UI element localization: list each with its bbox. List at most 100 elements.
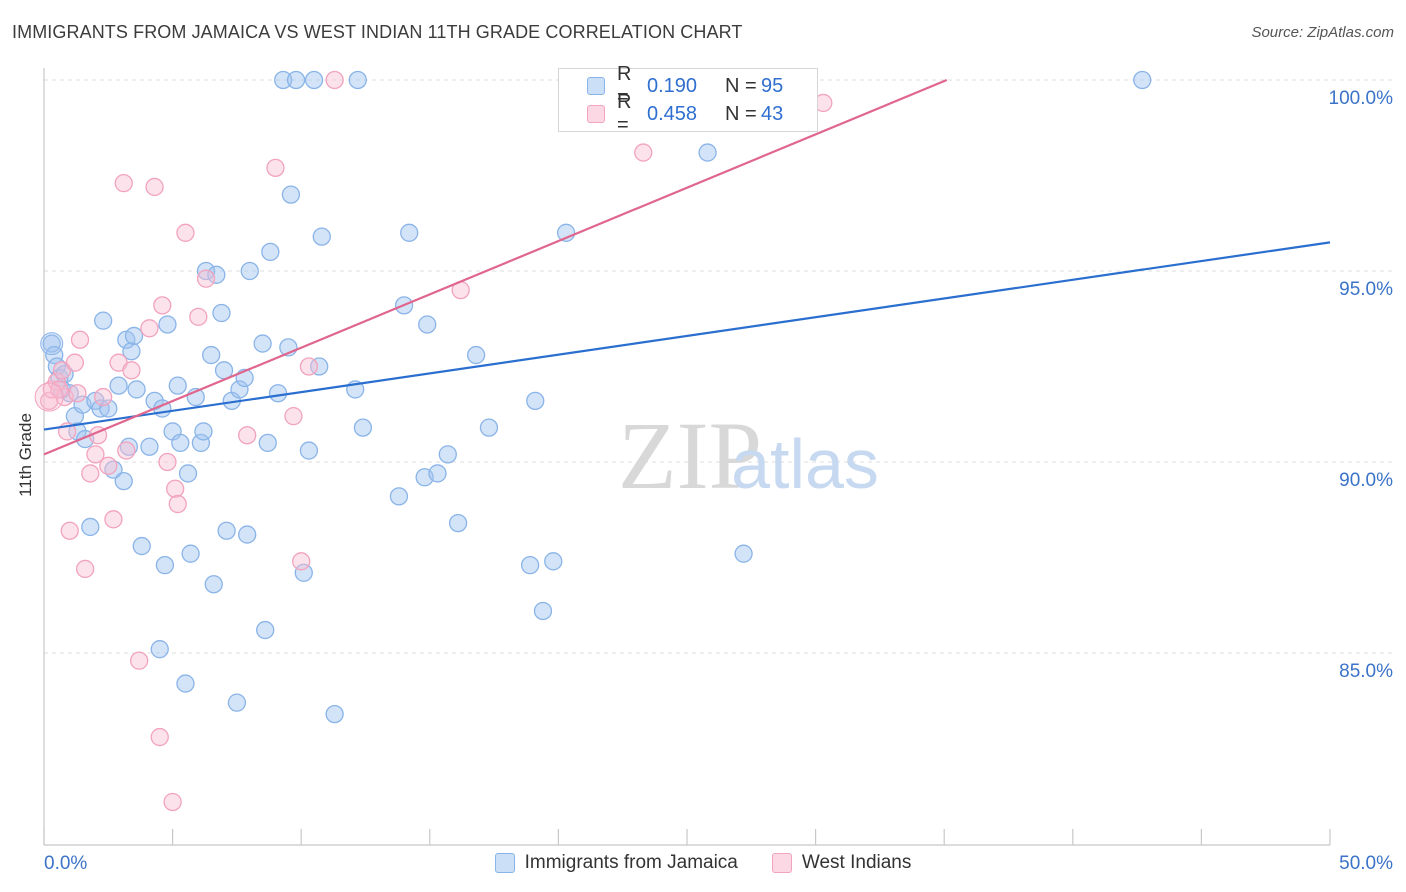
scatter-point xyxy=(117,441,136,460)
legend-swatch-jamaica xyxy=(587,77,605,95)
y-tick-label: 95.0% xyxy=(1339,279,1393,300)
scatter-point xyxy=(163,792,182,812)
scatter-point xyxy=(91,399,110,418)
scatter-point xyxy=(286,70,306,90)
scatter-point xyxy=(130,651,149,670)
scatter-point xyxy=(253,334,272,353)
legend-n-value: 43 xyxy=(761,102,784,125)
scatter-point xyxy=(122,361,141,380)
scatter-point xyxy=(299,441,319,460)
legend-r-label: R = xyxy=(617,63,632,108)
trend-line-westindian xyxy=(43,78,948,456)
scatter-point xyxy=(140,437,159,456)
scatter-point xyxy=(389,487,409,506)
scatter-point xyxy=(109,376,128,395)
chart-title: IMMIGRANTS FROM JAMAICA VS WEST INDIAN 1… xyxy=(12,22,743,42)
scatter-point xyxy=(140,319,159,338)
scatter-point xyxy=(127,380,146,399)
scatter-point xyxy=(268,384,288,403)
scatter-point xyxy=(155,555,175,575)
scatter-point xyxy=(150,640,169,659)
scatter-point xyxy=(734,544,753,563)
scatter-point xyxy=(238,525,257,544)
scatter-point xyxy=(94,387,113,407)
scatter-point xyxy=(99,456,118,475)
scatter-point xyxy=(634,143,653,162)
stats-legend: R = 0.190 N = 95 R = 0.458 N = 43 xyxy=(558,63,818,136)
scatter-point xyxy=(304,70,324,90)
legend-n-label: N = xyxy=(725,102,757,125)
scatter-point xyxy=(171,433,190,453)
scatter-point xyxy=(256,620,275,640)
scatter-point xyxy=(158,452,177,472)
scatter-point xyxy=(348,70,367,90)
scatter-point xyxy=(99,399,118,418)
watermark-atlas: atlas xyxy=(731,425,879,503)
scatter-point xyxy=(258,433,277,453)
y-tick-label: 90.0% xyxy=(1339,470,1393,491)
scatter-point xyxy=(122,342,141,361)
scatter-point xyxy=(294,563,313,582)
axes xyxy=(43,68,1331,846)
scatter-point xyxy=(544,552,563,571)
tick-labels: 100.0% 95.0% 90.0% 85.0% 0.0% 50.0% xyxy=(44,88,1393,874)
trend-line-jamaica xyxy=(43,241,1331,431)
scatter-point xyxy=(1133,70,1152,90)
scatter-point xyxy=(312,227,331,246)
scatter-point xyxy=(176,674,195,693)
scatter-point xyxy=(150,727,169,747)
scatter-point xyxy=(325,70,344,90)
scatter-point xyxy=(178,464,198,483)
legend-n-value: 95 xyxy=(761,74,784,97)
legend-item-westindian[interactable]: West Indians xyxy=(771,852,911,874)
scatter-point xyxy=(310,357,329,376)
scatter-point xyxy=(418,315,437,334)
grid-lines xyxy=(44,79,1395,654)
legend-swatch-jamaica xyxy=(494,853,515,873)
legend-row-westindian: R = 0.458 N = 43 xyxy=(587,91,784,136)
scatter-point xyxy=(104,510,123,529)
scatter-point xyxy=(191,433,211,453)
legend-item-jamaica[interactable]: Immigrants from Jamaica xyxy=(494,852,738,874)
scatter-point xyxy=(42,334,61,353)
scatter-point xyxy=(86,445,105,464)
scatter-point xyxy=(230,380,249,399)
legend-label-jamaica: Immigrants from Jamaica xyxy=(524,852,738,873)
scatter-point xyxy=(526,391,545,411)
scatter-point xyxy=(181,544,200,563)
scatter-point xyxy=(212,303,231,323)
scatter-point xyxy=(261,242,280,262)
series-legend: Immigrants from Jamaica West Indians xyxy=(0,852,1406,874)
scatter-point xyxy=(466,345,486,365)
scatter-point-large xyxy=(40,332,64,356)
scatter-point xyxy=(194,422,213,441)
scatter-point xyxy=(60,521,79,540)
scatter-point xyxy=(428,464,447,483)
legend-swatch-westindian xyxy=(587,105,605,123)
legend-n-label: N = xyxy=(725,74,757,97)
legend-r-label: R = xyxy=(617,91,632,136)
scatter-point xyxy=(284,407,303,426)
scatter-point xyxy=(196,261,216,281)
scatter-point-large xyxy=(34,382,64,412)
legend-r-value: 0.190 xyxy=(647,74,698,97)
scatter-point xyxy=(238,426,257,445)
scatter-point xyxy=(50,380,69,399)
scatter-point xyxy=(176,223,195,242)
scatter-point xyxy=(299,357,319,376)
y-tick-label: 100.0% xyxy=(1329,88,1394,109)
scatter-point xyxy=(217,521,236,540)
scatter-point xyxy=(292,552,311,571)
scatter-point xyxy=(196,269,216,288)
scatter-point xyxy=(166,479,185,498)
scatter-point xyxy=(274,70,293,90)
scatter-point xyxy=(124,326,144,346)
scatter-point xyxy=(438,445,457,464)
scatter-point xyxy=(207,265,226,284)
scatter-point xyxy=(240,261,259,281)
scatter-point xyxy=(94,311,113,330)
scatter-point xyxy=(158,315,177,334)
scatter-point xyxy=(145,177,164,197)
x-tick-label: 50.0% xyxy=(1339,853,1393,874)
